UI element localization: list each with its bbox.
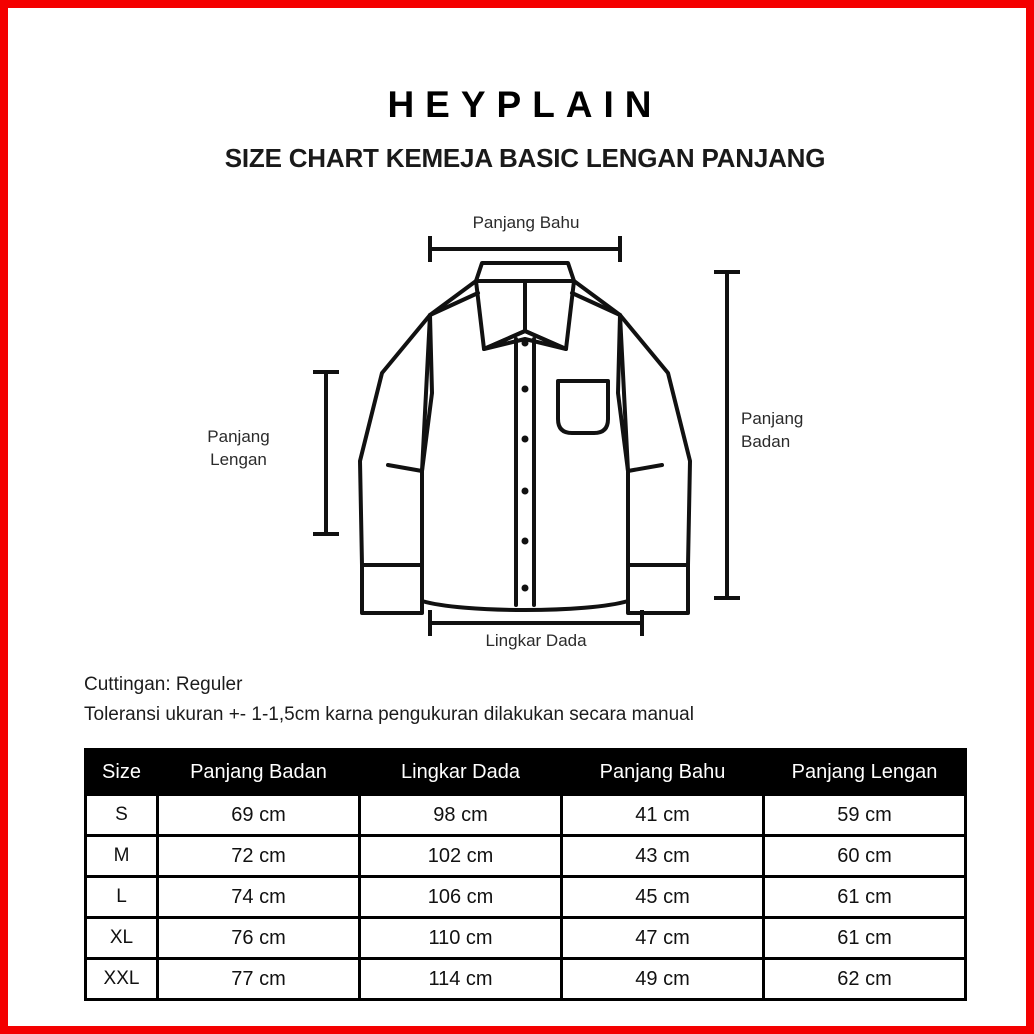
cell-panjang-lengan: 61 cm xyxy=(762,875,967,919)
cell-panjang-bahu: 41 cm xyxy=(560,793,765,837)
cell-size: S xyxy=(84,793,159,837)
column-header-panjang-lengan: Panjang Lengan xyxy=(762,748,967,796)
table-row: XXL 77 cm 114 cm 49 cm 62 cm xyxy=(84,957,967,1001)
note-tolerance: Toleransi ukuran +- 1-1,5cm karna penguk… xyxy=(84,704,694,726)
column-header-size: Size xyxy=(84,748,159,796)
cell-lingkar-dada: 110 cm xyxy=(358,916,563,960)
cell-size: M xyxy=(84,834,159,878)
shoulder-dimension-bar xyxy=(428,236,622,262)
shirt-illustration-icon xyxy=(358,261,692,615)
cell-panjang-badan: 74 cm xyxy=(156,875,361,919)
dimension-cap-left xyxy=(428,236,432,262)
dimension-cap-top xyxy=(313,370,339,374)
column-header-panjang-bahu: Panjang Bahu xyxy=(560,748,765,796)
dimension-cap-right xyxy=(640,610,644,636)
table-row: L 74 cm 106 cm 45 cm 61 cm xyxy=(84,875,967,919)
body-dimension-bar xyxy=(714,270,740,600)
cell-panjang-bahu: 45 cm xyxy=(560,875,765,919)
cell-panjang-lengan: 61 cm xyxy=(762,916,967,960)
cell-panjang-badan: 76 cm xyxy=(156,916,361,960)
cell-lingkar-dada: 114 cm xyxy=(358,957,563,1001)
dimension-line xyxy=(428,247,622,251)
sleeve-dimension-bar xyxy=(313,370,339,536)
table-row: S 69 cm 98 cm 41 cm 59 cm xyxy=(84,793,967,837)
note-cutting: Cuttingan: Reguler xyxy=(84,674,243,695)
dimension-cap-right xyxy=(618,236,622,262)
cell-size: L xyxy=(84,875,159,919)
cell-panjang-lengan: 62 cm xyxy=(762,957,967,1001)
cell-lingkar-dada: 98 cm xyxy=(358,793,563,837)
cell-panjang-badan: 69 cm xyxy=(156,793,361,837)
column-header-lingkar-dada: Lingkar Dada xyxy=(358,748,563,796)
cell-panjang-bahu: 47 cm xyxy=(560,916,765,960)
cell-panjang-badan: 77 cm xyxy=(156,957,361,1001)
cell-panjang-bahu: 49 cm xyxy=(560,957,765,1001)
page-title: SIZE CHART KEMEJA BASIC LENGAN PANJANG xyxy=(224,143,826,173)
table-header-row: Size Panjang Badan Lingkar Dada Panjang … xyxy=(84,748,967,796)
dimension-cap-left xyxy=(428,610,432,636)
table-row: XL 76 cm 110 cm 47 cm 61 cm xyxy=(84,916,967,960)
label-lingkar-dada: Lingkar Dada xyxy=(485,631,587,650)
cell-size: XXL xyxy=(84,957,159,1001)
label-panjang-badan: Panjang Badan xyxy=(741,409,804,451)
table-row: M 72 cm 102 cm 43 cm 60 cm xyxy=(84,834,967,878)
cell-panjang-bahu: 43 cm xyxy=(560,834,765,878)
dimension-line xyxy=(324,370,328,536)
cell-panjang-lengan: 59 cm xyxy=(762,793,967,837)
cell-lingkar-dada: 102 cm xyxy=(358,834,563,878)
size-chart-table: Size Panjang Badan Lingkar Dada Panjang … xyxy=(84,748,967,1001)
column-header-panjang-badan: Panjang Badan xyxy=(156,748,361,796)
cell-size: XL xyxy=(84,916,159,960)
dimension-cap-top xyxy=(714,270,740,274)
cell-panjang-lengan: 60 cm xyxy=(762,834,967,878)
dimension-cap-bottom xyxy=(714,596,740,600)
cell-panjang-badan: 72 cm xyxy=(156,834,361,878)
dimension-line xyxy=(428,621,644,625)
measurement-diagram: Panjang Bahu Lingkar Dada Panjang Lengan… xyxy=(8,198,1026,668)
label-panjang-bahu: Panjang Bahu xyxy=(472,213,580,232)
cell-lingkar-dada: 106 cm xyxy=(358,875,563,919)
brand-title: HEYPLAIN xyxy=(387,84,663,125)
dimension-cap-bottom xyxy=(313,532,339,536)
notes-block: Cuttingan: Reguler Toleransi ukuran +- 1… xyxy=(84,670,984,730)
dimension-line xyxy=(725,270,729,600)
chest-dimension-bar xyxy=(428,610,644,636)
label-panjang-lengan: Panjang Lengan xyxy=(207,427,270,469)
